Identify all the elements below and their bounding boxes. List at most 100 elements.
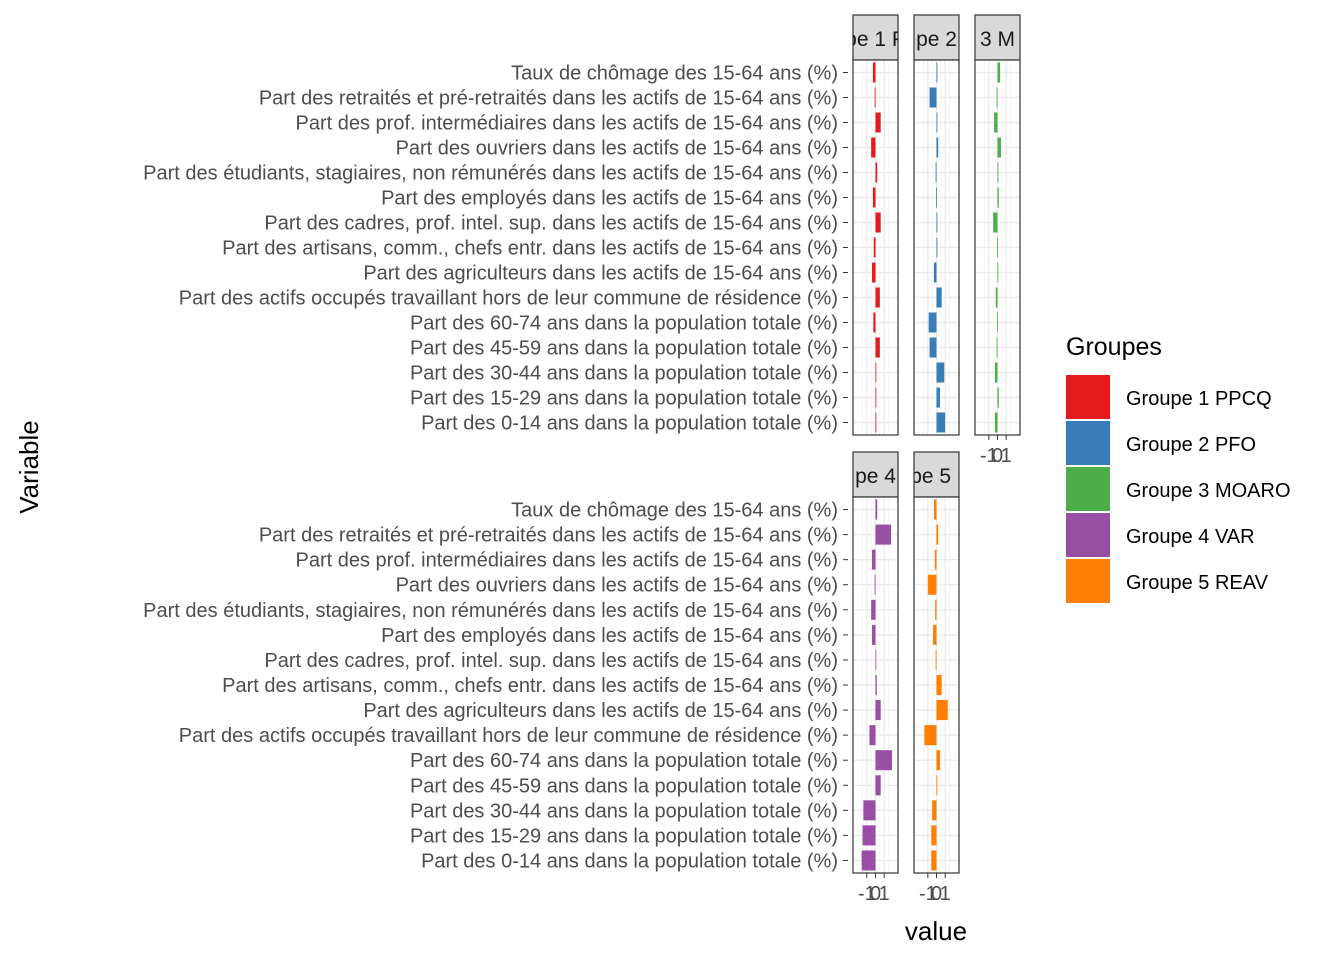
bar xyxy=(875,649,877,670)
bar xyxy=(933,499,937,520)
bar xyxy=(872,549,876,570)
facet-strip-label: 3 M xyxy=(980,28,1015,51)
bar xyxy=(931,850,937,871)
facet-strip xyxy=(852,451,899,498)
bar xyxy=(875,750,892,771)
y-tick-label: Part des 15-29 ans dans la population to… xyxy=(410,388,838,410)
bar xyxy=(862,825,876,846)
legend-label: Groupe 3 MOARO xyxy=(1126,480,1291,502)
y-tick-label: Part des 0-14 ans dans la population tot… xyxy=(421,850,838,872)
x-tick-label: 0 xyxy=(992,445,1003,467)
bar xyxy=(936,524,939,545)
facet-strip-label: pe 2 xyxy=(916,28,957,51)
y-tick-label: Part des 45-59 ans dans la population to… xyxy=(410,338,838,360)
x-tick-label: 1 xyxy=(879,883,890,905)
y-tick-label: Part des retraités et pré-retraités dans… xyxy=(259,525,838,547)
bar xyxy=(875,412,877,433)
facet-panel-5: pe 5 I xyxy=(910,451,963,874)
y-tick-label: Part des 60-74 ans dans la population to… xyxy=(410,750,838,772)
bar xyxy=(936,750,940,771)
bar xyxy=(996,87,998,108)
y-axis-labels: Taux de chômage des 15-64 ans (%) Part de… xyxy=(143,63,848,872)
bar xyxy=(997,137,1001,158)
bar xyxy=(936,362,945,383)
bar xyxy=(997,187,999,208)
y-tick-label: Taux de chômage des 15-64 ans (%) xyxy=(511,63,838,85)
bar xyxy=(875,362,877,383)
bar xyxy=(934,549,937,570)
bar xyxy=(875,112,881,133)
bar xyxy=(936,112,938,133)
facet-panels: pe 1 P pe 2 3 M pe 4 pe 5 I xyxy=(845,14,1021,874)
y-tick-label: Taux de chômage des 15-64 ans (%) xyxy=(511,500,838,522)
bar xyxy=(996,337,998,358)
y-tick-label: Part des 30-44 ans dans la population to… xyxy=(410,363,838,385)
y-tick-label: Part des cadres, prof. intel. sup. dans … xyxy=(264,213,838,235)
bar xyxy=(936,212,938,233)
bar xyxy=(936,775,938,796)
bar xyxy=(936,237,938,258)
bar xyxy=(869,725,876,746)
y-tick-label: Part des étudiants, stagiaires, non rému… xyxy=(143,163,838,185)
facet-panel-1: pe 1 P xyxy=(845,14,906,436)
y-tick-label: Part des employés dans les actifs de 15-… xyxy=(381,188,838,210)
legend-key xyxy=(1066,467,1110,511)
bar xyxy=(872,262,876,283)
facet-panel-4: pe 4 xyxy=(852,451,899,874)
bar xyxy=(997,62,1001,83)
bar xyxy=(873,312,876,333)
x-axes: -101 -101-101 xyxy=(858,435,1012,905)
y-tick-label: Part des artisans, comm., chefs entr. da… xyxy=(222,238,838,260)
y-tick-label: Part des prof. intermédiaires dans les a… xyxy=(296,550,838,572)
bar xyxy=(875,162,878,183)
facet-panel-3: 3 M xyxy=(974,14,1021,436)
bar xyxy=(997,162,999,183)
facet-strip-label: pe 5 I xyxy=(910,465,963,488)
bar xyxy=(928,312,937,333)
x-tick-label: 0 xyxy=(931,883,942,905)
x-tick-label: 0 xyxy=(870,883,881,905)
y-tick-label: Part des 45-59 ans dans la population to… xyxy=(410,775,838,797)
bar xyxy=(994,112,998,133)
bar xyxy=(874,574,876,595)
y-tick-label: Part des 60-74 ans dans la population to… xyxy=(410,313,838,335)
bar xyxy=(936,137,939,158)
legend-key xyxy=(1066,375,1110,419)
bar xyxy=(875,674,877,696)
bar xyxy=(874,87,876,108)
legend-key xyxy=(1066,559,1110,603)
bar xyxy=(997,262,999,283)
bar xyxy=(927,574,937,595)
panel-border xyxy=(852,59,899,436)
bar xyxy=(872,187,876,208)
y-tick-label: Part des agriculteurs dans les actifs de… xyxy=(363,263,838,285)
legend-label: Groupe 5 REAV xyxy=(1126,572,1269,594)
bar xyxy=(936,62,938,83)
bar xyxy=(931,825,937,846)
bar xyxy=(936,700,948,721)
bar xyxy=(875,337,880,358)
facet-strip-label: pe 1 P xyxy=(845,28,906,51)
bar xyxy=(933,624,937,645)
bar xyxy=(936,412,946,433)
x-tick-label: -1 xyxy=(858,883,876,905)
bar xyxy=(933,262,937,283)
bar xyxy=(872,62,876,83)
y-tick-label: Part des artisans, comm., chefs entr. da… xyxy=(222,675,838,697)
bar xyxy=(924,725,937,746)
bar xyxy=(936,287,942,308)
bar xyxy=(871,599,876,620)
bar xyxy=(875,499,878,520)
bar xyxy=(936,387,940,408)
bar xyxy=(861,850,876,871)
facet-panel-2: pe 2 xyxy=(913,14,960,436)
bar xyxy=(875,387,877,408)
legend-key xyxy=(1066,421,1110,465)
bar xyxy=(935,599,937,620)
bar xyxy=(875,212,881,233)
y-tick-label: Part des étudiants, stagiaires, non rému… xyxy=(143,600,838,622)
y-tick-label: Part des 30-44 ans dans la population to… xyxy=(410,800,838,822)
y-tick-label: Part des actifs occupés travaillant hors… xyxy=(179,725,838,747)
bar xyxy=(875,287,880,308)
bar xyxy=(932,800,937,821)
